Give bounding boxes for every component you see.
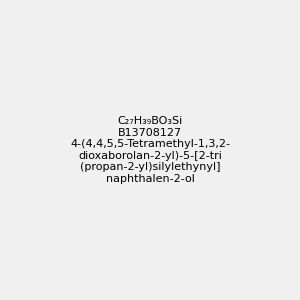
Text: C₂₇H₃₉BO₃Si
B13708127
4-(4,4,5,5-Tetramethyl-1,3,2-
dioxaborolan-2-yl)-5-[2-tri
: C₂₇H₃₉BO₃Si B13708127 4-(4,4,5,5-Tetrame… <box>70 116 230 184</box>
